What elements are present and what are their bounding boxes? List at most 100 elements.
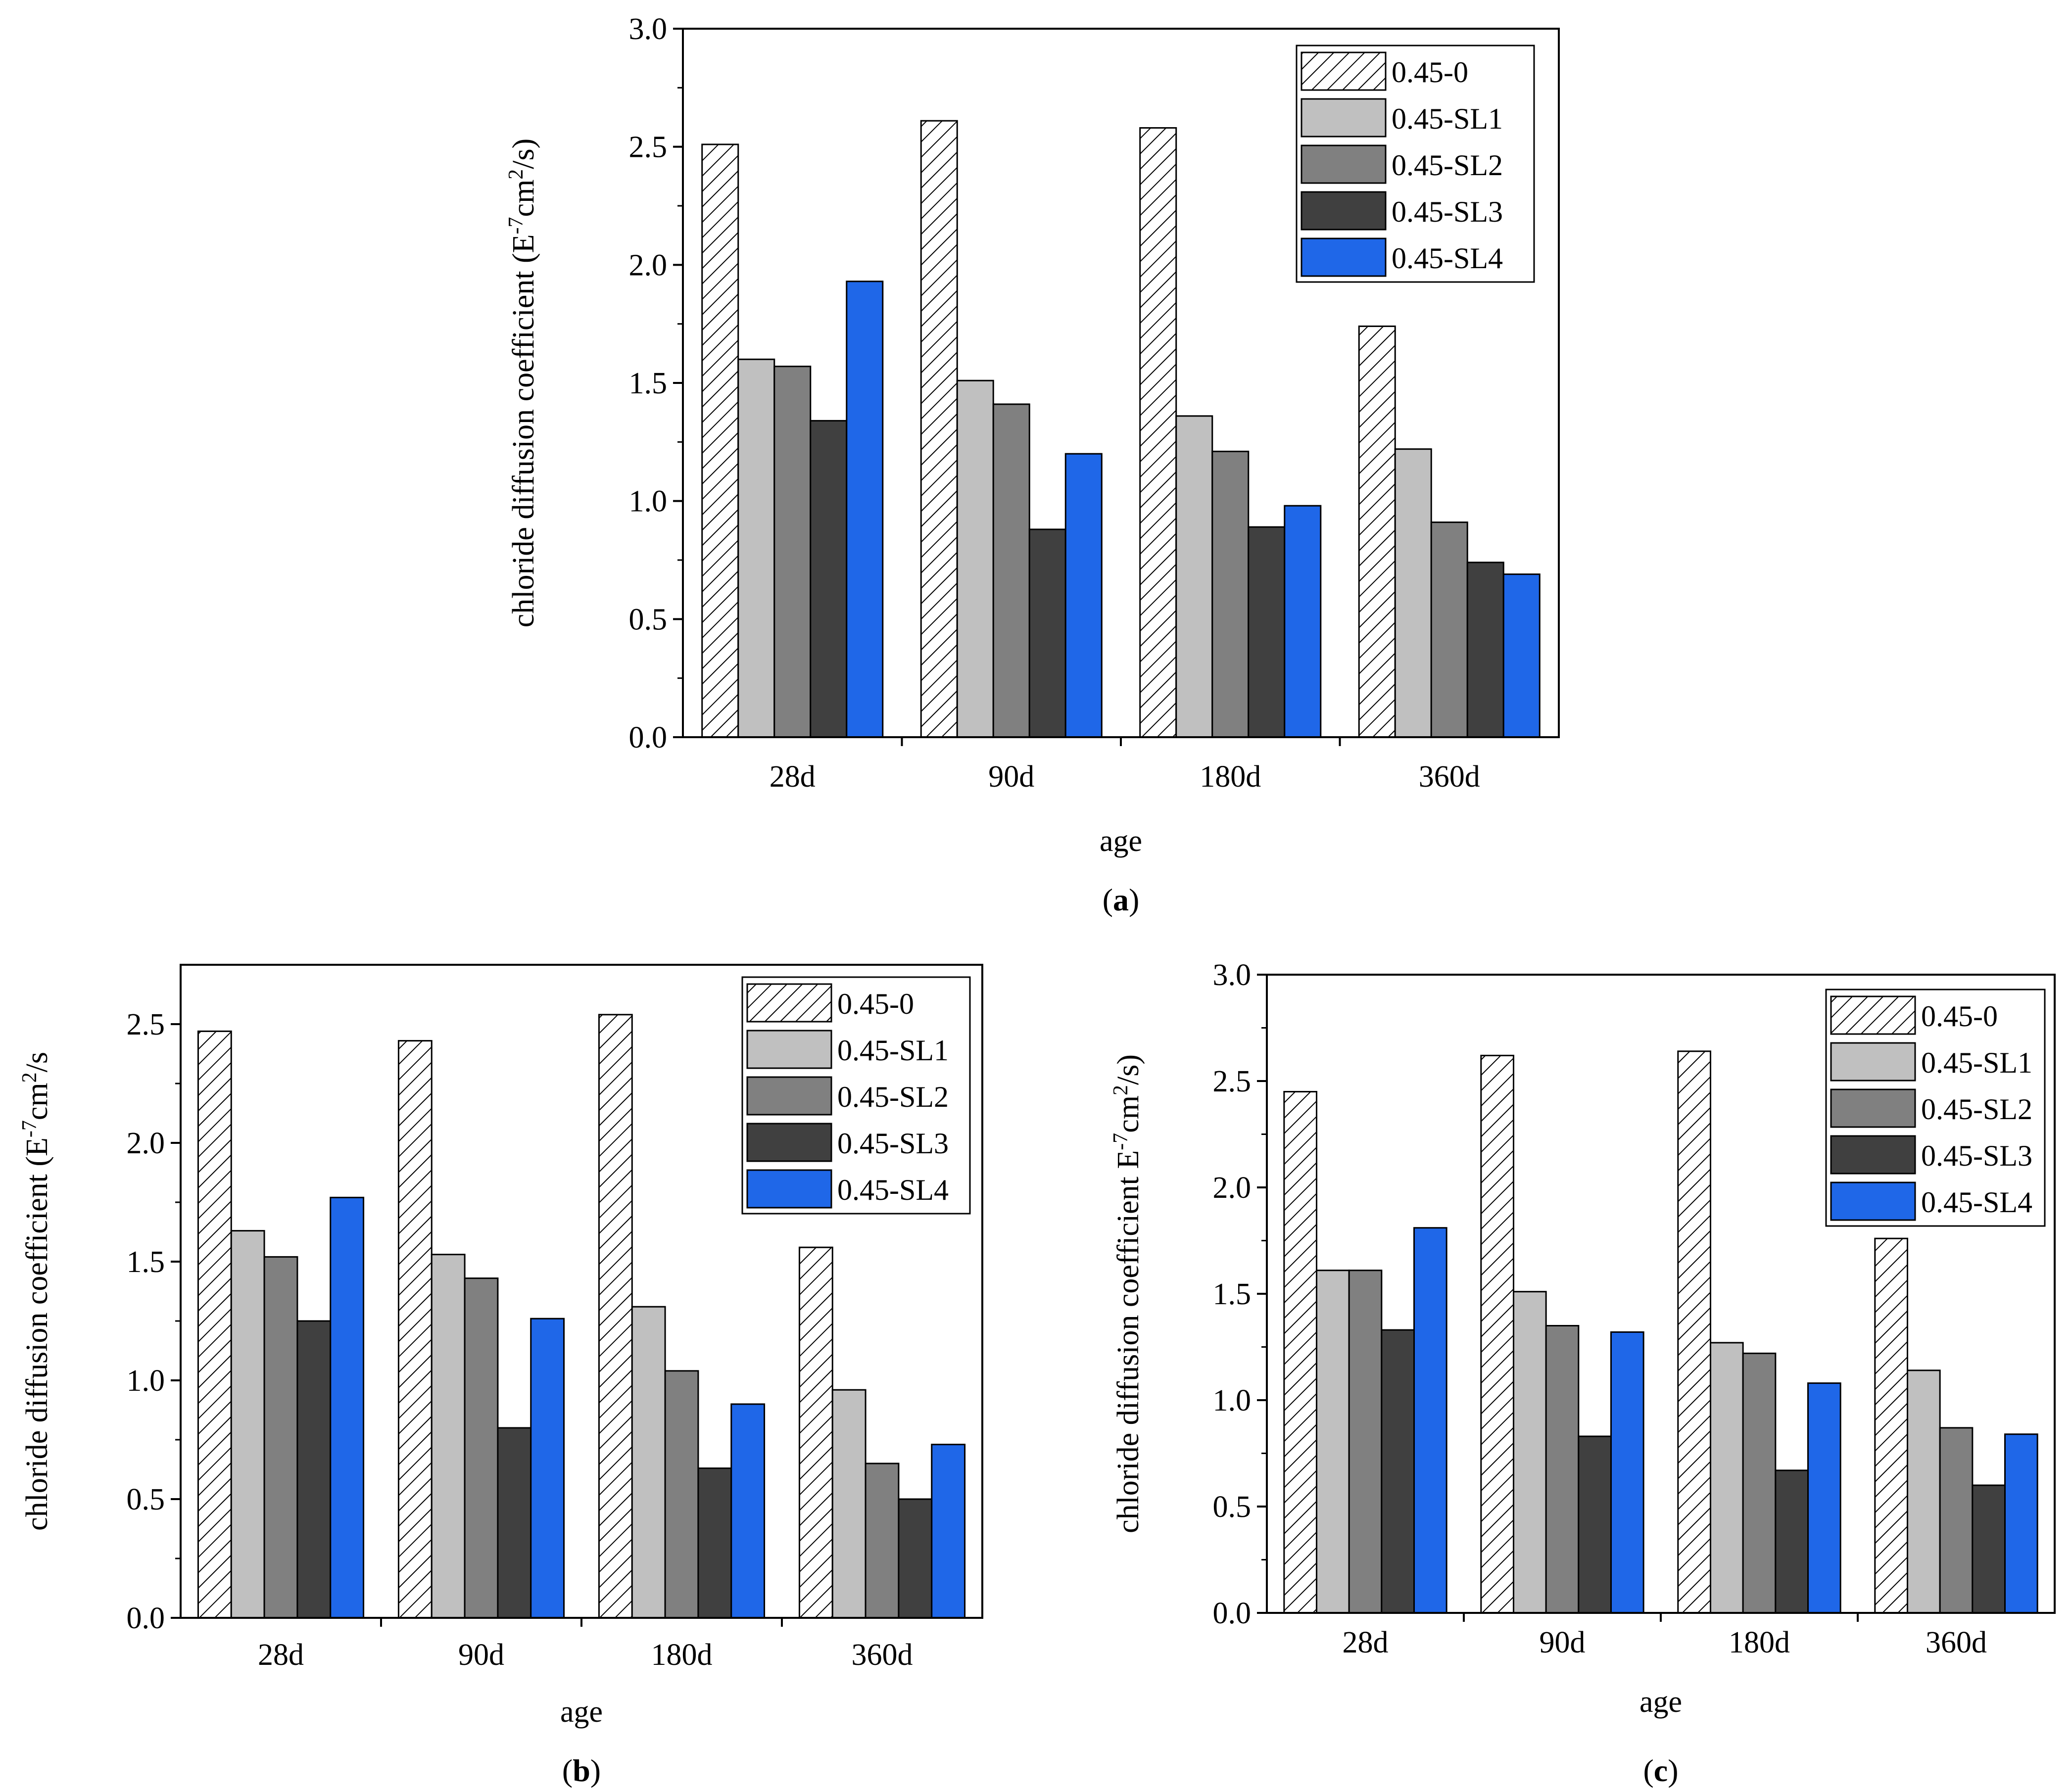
legend-label-c-3: 0.45-SL3	[1921, 1139, 2032, 1172]
bar-c-s0-c1	[1480, 1054, 1514, 1614]
x-axis-title-b: age	[560, 1695, 603, 1729]
legend-swatch-b-3	[746, 1123, 832, 1162]
legend-label-a-3: 0.45-SL3	[1392, 195, 1503, 228]
legend-label-c-2: 0.45-SL2	[1921, 1093, 2032, 1126]
legend-label-c-4: 0.45-SL4	[1921, 1186, 2032, 1219]
legend-swatch-b-0	[746, 983, 832, 1023]
chart-panel-a: 0.0 0.5 1.0 1.5 2.0 2.5 3.0 28d 90d 180d 360d age ch…	[505, 12, 1560, 917]
bar-b-s2-c2	[664, 1370, 699, 1619]
legend-swatch-a-2	[1301, 144, 1387, 184]
legend-swatch-a-1	[1301, 98, 1387, 138]
bar-b-s1-c1	[431, 1254, 466, 1619]
legend-label-a-1: 0.45-SL1	[1392, 102, 1503, 135]
x-tick-label-c-1: 90d	[1540, 1626, 1586, 1659]
x-tick-label-b-3: 360d	[852, 1638, 913, 1672]
bar-a-s3-c3	[1466, 562, 1504, 738]
x-tick-label-b-1: 90d	[458, 1638, 504, 1672]
panel-label-b: (b)	[562, 1753, 601, 1788]
bar-a-s4-c3	[1502, 573, 1541, 738]
bar-c-s4-c3	[2004, 1433, 2038, 1614]
bar-c-s1-c2	[1709, 1342, 1744, 1614]
y-tick-label-c-0: 0.0	[1213, 1597, 1252, 1630]
bar-a-s1-c0	[737, 358, 775, 738]
y-tick-label-c-6: 3.0	[1213, 958, 1252, 992]
y-axis-title-c: chloride diffusion coefficient E-7cm2/s)	[1109, 1054, 1145, 1533]
x-axis-title-c: age	[1639, 1685, 1682, 1719]
legend-swatch-c-1	[1830, 1042, 1916, 1082]
bar-b-s4-c1	[530, 1318, 565, 1619]
bar-b-s1-c0	[230, 1230, 265, 1619]
y-tick-label-a-5: 2.5	[629, 131, 668, 164]
x-tick-label-a-3: 360d	[1419, 760, 1480, 794]
legend-swatch-c-2	[1830, 1088, 1916, 1128]
y-tick-label-b-0: 0.0	[127, 1602, 165, 1635]
y-tick-label-c-5: 2.5	[1213, 1065, 1252, 1098]
x-tick-label-b-0: 28d	[258, 1638, 304, 1672]
bar-c-s4-c2	[1807, 1382, 1841, 1614]
bar-c-s0-c0	[1283, 1091, 1317, 1614]
x-tick-label-c-2: 180d	[1729, 1626, 1790, 1659]
bar-b-s3-c0	[296, 1320, 332, 1619]
y-tick-label-c-1: 0.5	[1213, 1490, 1252, 1524]
legend-label-c-0: 0.45-0	[1921, 1000, 1998, 1033]
panel-label-a: (a)	[1103, 882, 1140, 917]
y-tick-label-b-3: 1.5	[127, 1245, 165, 1279]
bar-b-s2-c0	[263, 1256, 298, 1619]
bar-b-s2-c3	[865, 1462, 900, 1619]
legend-swatch-b-1	[746, 1030, 832, 1069]
y-tick-label-b-2: 1.0	[127, 1364, 165, 1398]
bar-c-s1-c0	[1315, 1270, 1350, 1614]
bar-b-s0-c0	[197, 1030, 232, 1619]
bar-a-s4-c1	[1064, 453, 1103, 738]
panel-label-c: (c)	[1643, 1753, 1678, 1788]
bar-a-s0-c2	[1139, 127, 1177, 738]
bar-b-s2-c1	[464, 1277, 499, 1619]
x-tick-label-c-0: 28d	[1343, 1626, 1389, 1659]
x-axis-title-a: age	[1100, 824, 1142, 858]
y-tick-label-c-2: 1.0	[1213, 1384, 1252, 1417]
bar-a-s1-c2	[1175, 415, 1213, 738]
bar-a-s1-c1	[956, 379, 994, 738]
bar-a-s0-c0	[701, 143, 739, 738]
y-tick-label-b-4: 2.0	[127, 1127, 165, 1160]
legend-swatch-b-4	[746, 1169, 832, 1209]
bar-b-s3-c2	[697, 1467, 732, 1619]
bar-a-s2-c3	[1430, 521, 1468, 738]
bar-c-s2-c1	[1545, 1325, 1580, 1614]
chart-panel-b: 0.0 0.5 1.0 1.5 2.0 2.5 28d 90d 180d 360d age chlor…	[18, 964, 983, 1788]
bar-b-s0-c1	[397, 1040, 433, 1619]
legend-swatch-c-4	[1830, 1181, 1916, 1221]
bar-a-s4-c0	[846, 281, 884, 738]
x-tick-label-a-1: 90d	[988, 760, 1034, 794]
legend-label-b-0: 0.45-0	[837, 988, 914, 1020]
y-tick-label-c-3: 1.5	[1213, 1277, 1252, 1311]
legend-label-a-0: 0.45-0	[1392, 56, 1468, 89]
bar-c-s4-c0	[1413, 1227, 1447, 1614]
legend-label-a-2: 0.45-SL2	[1392, 149, 1503, 182]
bar-a-s0-c3	[1358, 325, 1396, 738]
bar-a-s4-c2	[1284, 505, 1322, 738]
legend-swatch-a-0	[1301, 51, 1387, 91]
bar-b-s3-c1	[497, 1427, 532, 1619]
legend-label-b-2: 0.45-SL2	[837, 1081, 949, 1113]
legend-label-c-1: 0.45-SL1	[1921, 1046, 2032, 1079]
y-tick-label-b-5: 2.5	[127, 1008, 165, 1041]
legend-label-b-1: 0.45-SL1	[837, 1034, 949, 1067]
y-axis-title-a: chloride diffusion coefficient (E-7cm2/s…	[505, 139, 540, 628]
legend-c: 0.45-0 0.45-SL1 0.45-SL2 0.45-SL3 0.45-SL4	[1825, 989, 2046, 1227]
bar-b-s0-c3	[798, 1246, 833, 1619]
bar-a-s2-c0	[773, 366, 812, 738]
y-tick-label-a-2: 1.0	[629, 485, 668, 519]
x-tick-label-c-3: 360d	[1926, 1626, 1987, 1659]
legend-swatch-a-4	[1301, 237, 1387, 277]
bar-c-s0-c2	[1677, 1050, 1711, 1614]
bar-a-s3-c2	[1248, 526, 1286, 738]
bar-c-s1-c3	[1906, 1369, 1941, 1614]
bar-a-s2-c1	[992, 403, 1030, 738]
bar-a-s0-c1	[920, 120, 958, 738]
y-tick-label-a-4: 2.0	[629, 248, 668, 282]
legend-label-b-3: 0.45-SL3	[837, 1127, 949, 1160]
bar-c-s2-c3	[1939, 1427, 1974, 1614]
charts-container: 0.0 0.5 1.0 1.5 2.0 2.5 3.0 28d 90d 180d 360d age ch…	[18, 12, 2056, 1788]
y-axis-title-b: chloride diffusion coefficient (E-7cm2/s	[18, 1052, 54, 1531]
